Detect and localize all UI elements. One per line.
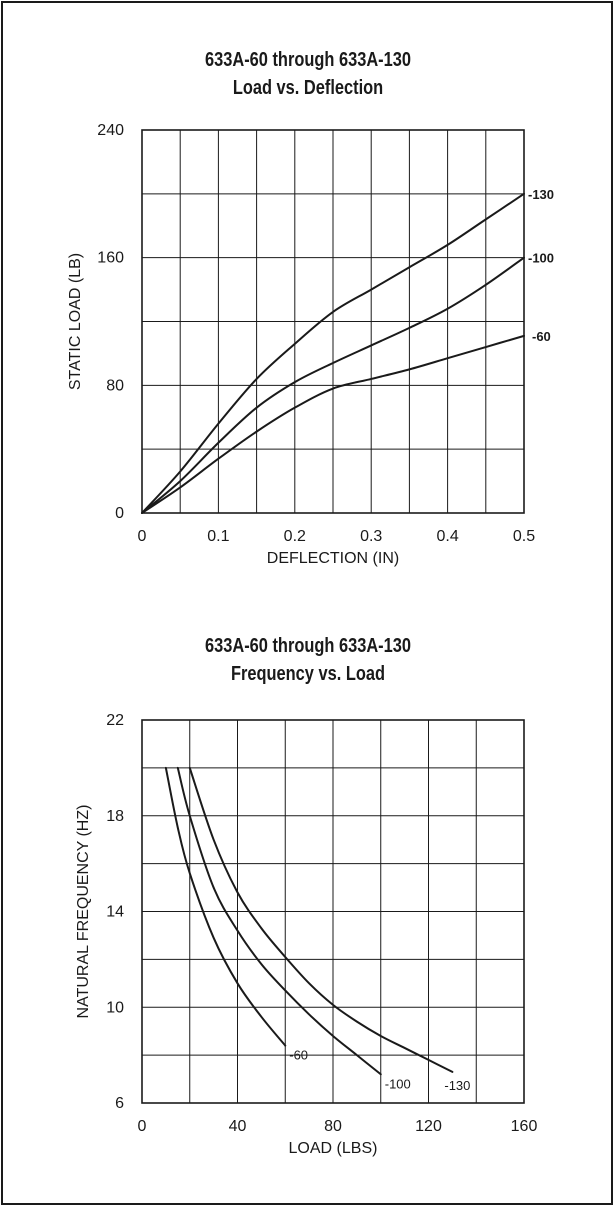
x-tick-label: 0.1 <box>207 528 229 545</box>
y-tick-label: 22 <box>106 712 124 729</box>
load-deflection-chart: 0 0.1 0.2 0.3 0.4 0.5 0 80 160 240 DEFLECTION (IN)… <box>67 122 554 567</box>
y-tick-label: 80 <box>106 377 124 394</box>
x-tick-label: 120 <box>415 1118 442 1135</box>
series-label: -100 <box>528 251 554 266</box>
x-axis-label: LOAD (LBS) <box>289 1140 378 1157</box>
y-tick-label: 10 <box>106 999 124 1016</box>
y-tick-label: 160 <box>97 250 124 267</box>
y-tick-label: 240 <box>97 122 124 139</box>
series-label: -60 <box>532 329 551 344</box>
chart2-subtitle: Frequency vs. Load <box>230 663 386 685</box>
plot-area-border <box>141 129 525 514</box>
frequency-load-chart: 0 40 80 120 160 6 10 14 18 22 LOAD (LBS) NATURAL FR… <box>75 712 538 1157</box>
x-tick-label: 0.5 <box>513 528 535 545</box>
series-label: -130 <box>528 187 554 202</box>
x-tick-label: 0.3 <box>360 528 382 545</box>
chart1-title: 633A-60 through 633A-130 <box>205 49 411 71</box>
x-tick-label: 0.4 <box>436 528 458 545</box>
x-tick-label: 160 <box>511 1118 538 1135</box>
plot-area-border <box>141 719 525 1104</box>
y-axis-label: STATIC LOAD (LB) <box>67 253 84 390</box>
y-tick-label: 6 <box>115 1095 124 1112</box>
x-tick-label: 0 <box>138 1118 147 1135</box>
x-tick-label: 0 <box>138 528 147 545</box>
series-line-m60 <box>164 766 287 1047</box>
chart1-subtitle: Load vs. Deflection <box>232 77 384 99</box>
series-line-m130 <box>188 766 454 1073</box>
series-label: -100 <box>385 1076 411 1091</box>
series-line-m130 <box>141 192 525 514</box>
series-label: -130 <box>444 1078 470 1093</box>
series-label: -60 <box>289 1048 308 1063</box>
y-tick-label: 14 <box>106 904 124 921</box>
x-axis-label: DEFLECTION (IN) <box>267 550 399 567</box>
x-tick-label: 40 <box>229 1118 247 1135</box>
y-tick-label: 0 <box>115 505 124 522</box>
y-tick-label: 18 <box>106 808 124 825</box>
y-axis-label: NATURAL FREQUENCY (HZ) <box>75 805 92 1019</box>
x-tick-label: 80 <box>324 1118 342 1135</box>
x-tick-label: 0.2 <box>284 528 306 545</box>
series-line-m60 <box>141 334 525 514</box>
series-line-m100 <box>176 766 382 1076</box>
series-line-m100 <box>141 256 525 514</box>
chart2-title: 633A-60 through 633A-130 <box>205 635 411 657</box>
